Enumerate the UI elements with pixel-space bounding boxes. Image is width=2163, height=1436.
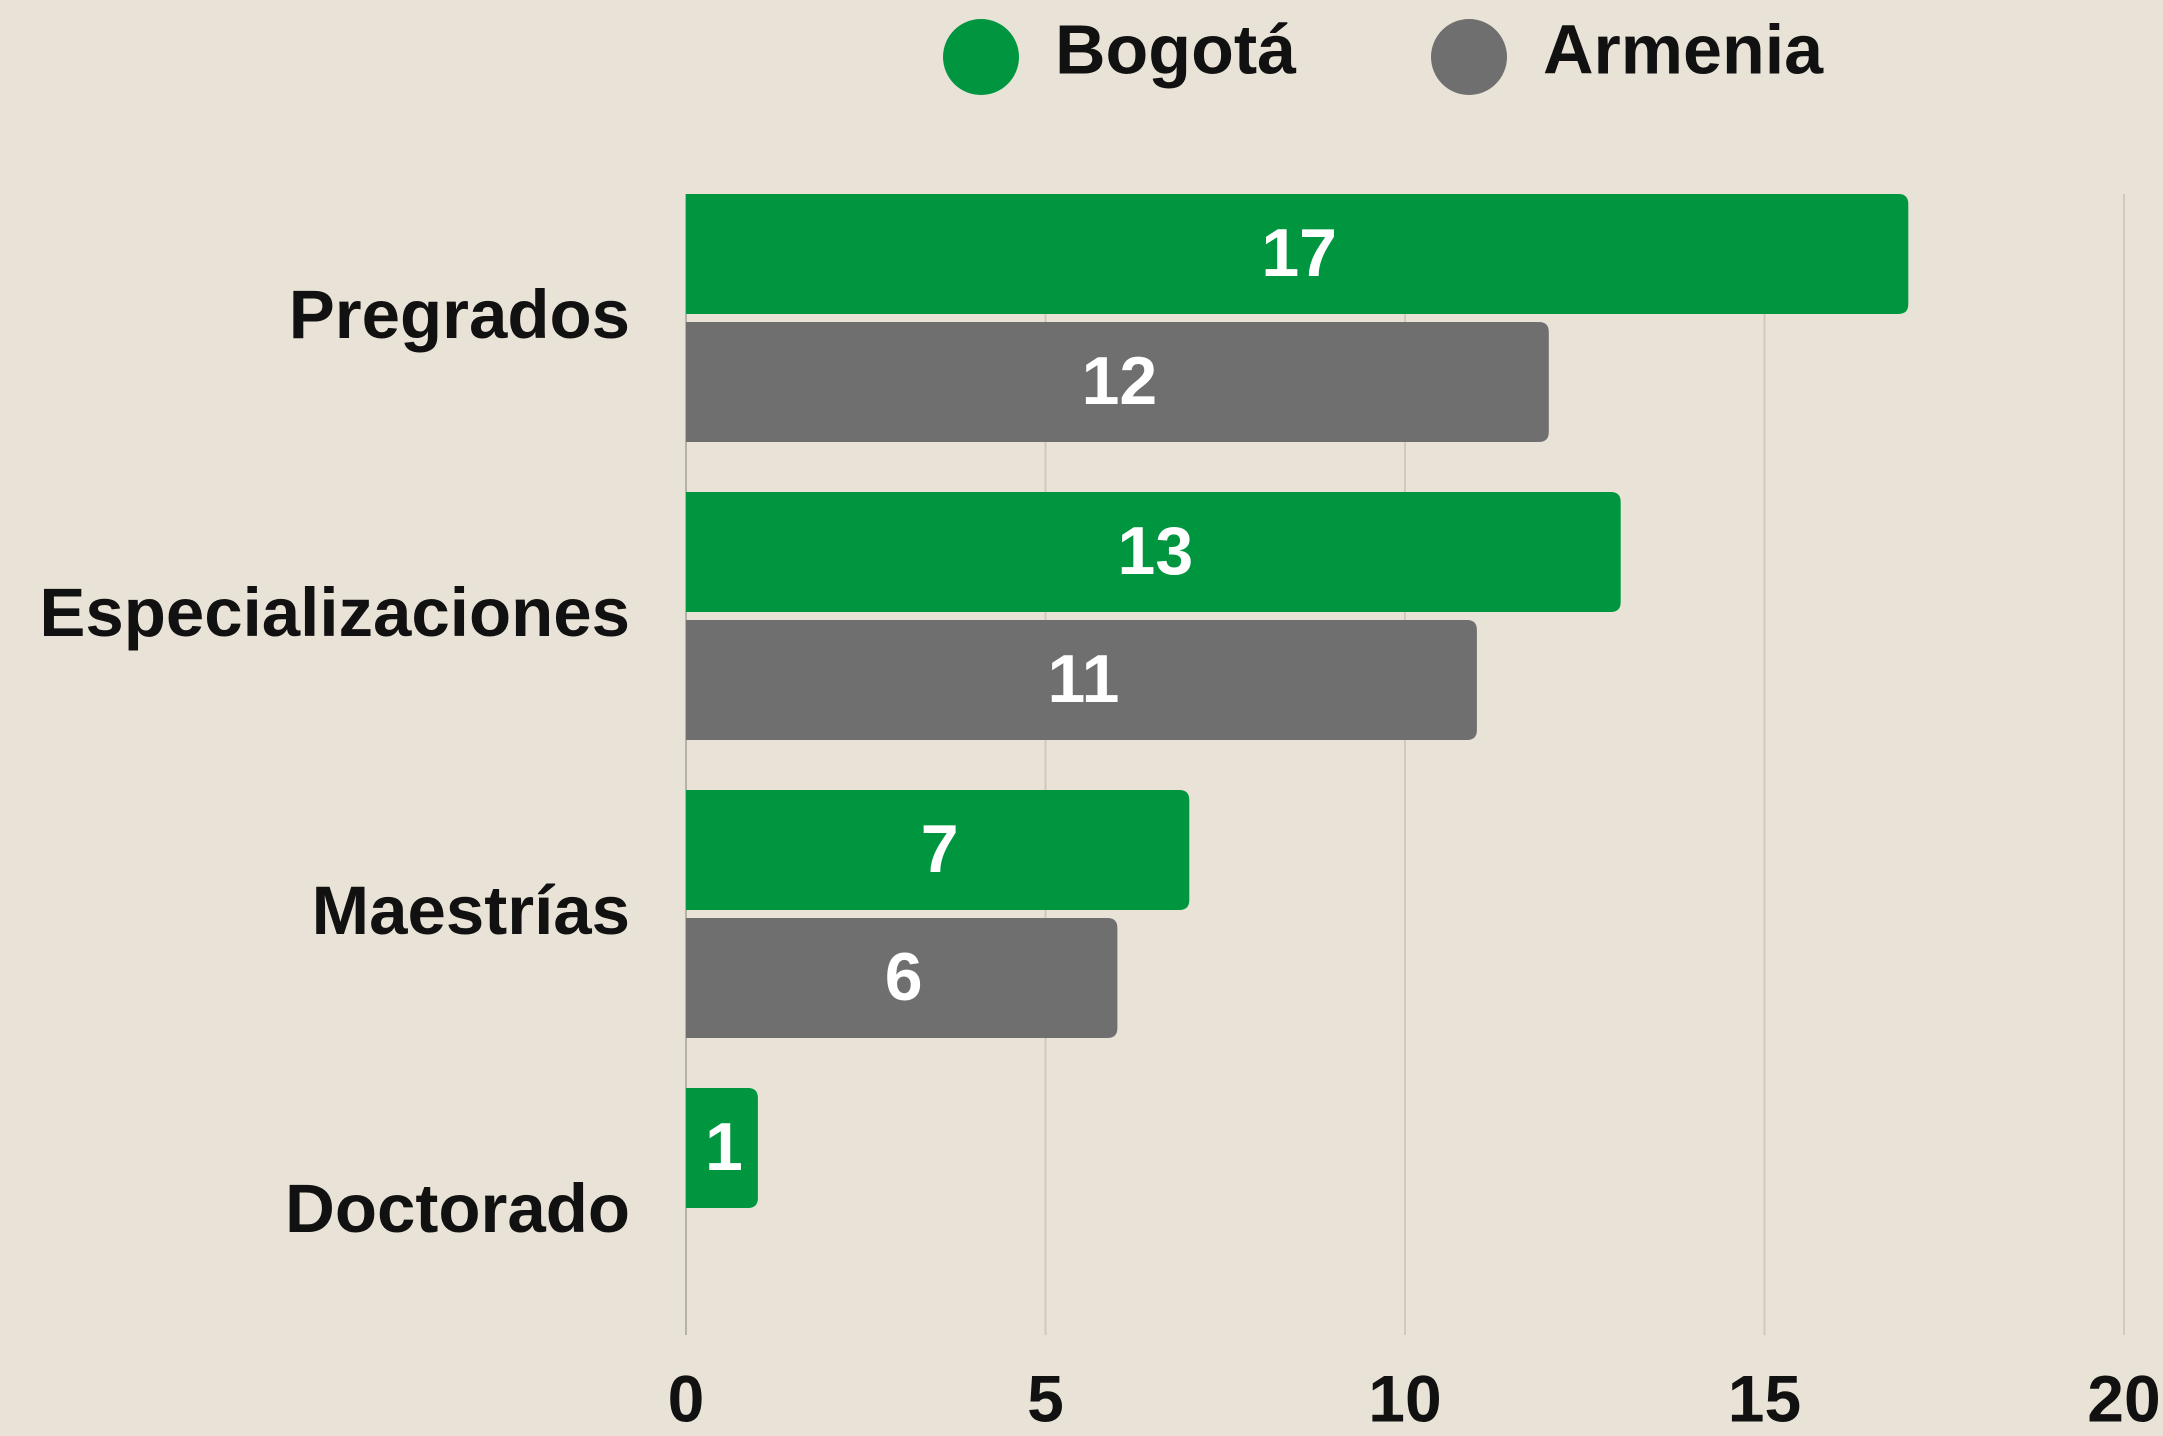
data-label: 13 xyxy=(1118,513,1194,589)
x-tick-label: 10 xyxy=(1368,1361,1441,1435)
x-tick-label: 15 xyxy=(1728,1361,1801,1435)
legend-marker xyxy=(1431,19,1507,95)
y-tick-label: Especializaciones xyxy=(39,574,630,651)
y-tick-label: Pregrados xyxy=(289,276,630,353)
bar xyxy=(686,322,1549,442)
bar xyxy=(686,194,1909,314)
data-label: 17 xyxy=(1261,215,1337,291)
bar xyxy=(686,790,1190,910)
y-tick-label: Maestrías xyxy=(312,872,630,949)
data-label: 11 xyxy=(1048,641,1120,717)
data-label: 1 xyxy=(705,1109,743,1185)
bar xyxy=(686,1088,758,1208)
bar xyxy=(686,492,1621,612)
y-tick-label: Doctorado xyxy=(285,1170,630,1247)
bar xyxy=(686,918,1118,1038)
x-tick-label: 20 xyxy=(2087,1361,2160,1435)
x-tick-label: 5 xyxy=(1027,1361,1064,1435)
data-label: 7 xyxy=(921,811,959,887)
bar xyxy=(686,620,1477,740)
legend-marker xyxy=(943,19,1019,95)
x-tick-label: 0 xyxy=(668,1361,705,1435)
data-label: 6 xyxy=(885,939,923,1015)
data-label: 12 xyxy=(1082,343,1158,419)
legend-label: Bogotá xyxy=(1055,10,1297,88)
legend-label: Armenia xyxy=(1543,10,1824,88)
